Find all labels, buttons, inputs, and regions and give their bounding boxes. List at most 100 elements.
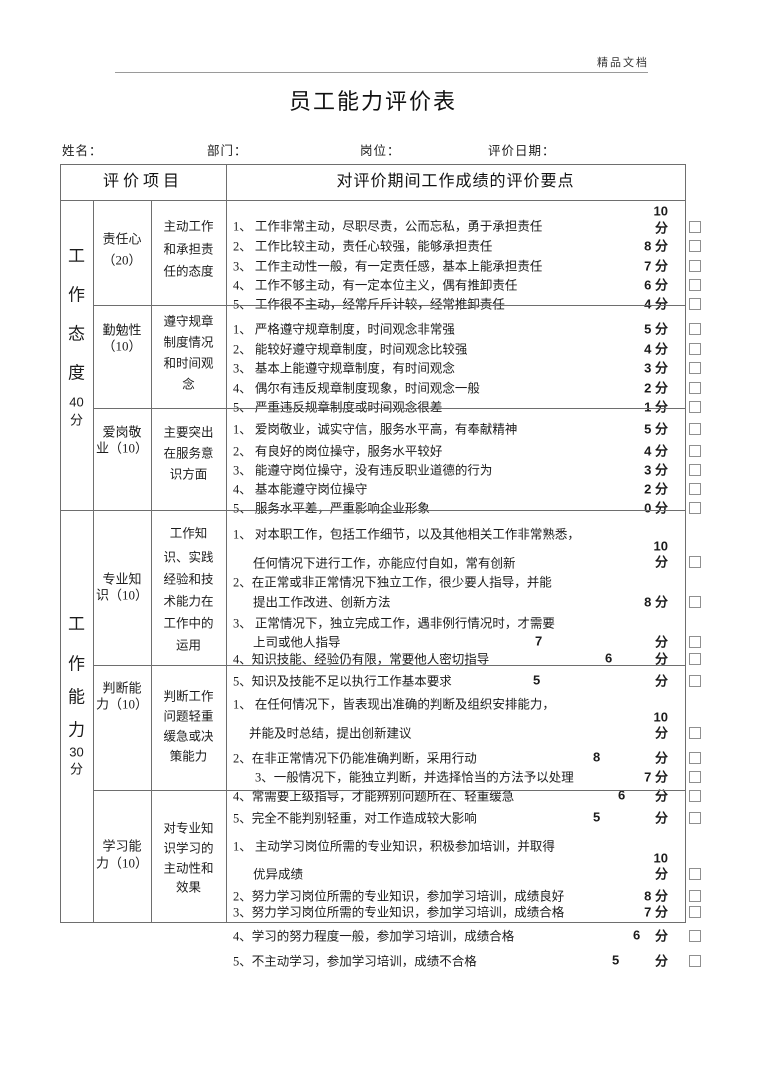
score-checkbox[interactable] <box>689 596 701 608</box>
score-checkbox[interactable] <box>689 955 701 967</box>
score-checkbox[interactable] <box>689 323 701 335</box>
section-description-line: 在服务意 <box>163 446 214 461</box>
score-value: 8 分 <box>644 888 668 904</box>
criteria-text: 并能及时总结，提出创新建议 <box>249 726 412 741</box>
table-border-top <box>60 164 686 165</box>
section-description-line: 遵守规章 <box>163 314 214 329</box>
score-checkbox[interactable] <box>689 556 701 568</box>
criteria-text: 1、 在任何情况下，皆表现出准确的判断及组织安排能力， <box>233 697 555 712</box>
score-unit: 分 <box>654 220 668 236</box>
section-description-line: 任的态度 <box>163 264 214 279</box>
score-value: 8 分 <box>644 594 668 610</box>
section-item-label: 学习能 <box>102 838 142 854</box>
criteria-text: 4、 偶尔有违反规章制度现象，时间观念一般 <box>233 381 480 396</box>
table-border-col-desc <box>226 164 227 922</box>
date-field-label: 评价日期： <box>488 144 556 158</box>
table-border-row-divider <box>93 665 686 666</box>
table-border-group-divider <box>60 510 686 511</box>
table-border-row-divider <box>93 408 686 409</box>
criteria-text: 上司或他人指导 <box>253 635 341 650</box>
score-checkbox[interactable] <box>689 362 701 374</box>
score-checkbox[interactable] <box>689 653 701 665</box>
score-checkbox[interactable] <box>689 445 701 457</box>
section-description-line: 问题轻重 <box>163 709 214 724</box>
score-checkbox[interactable] <box>689 343 701 355</box>
score-unit: 分 <box>654 810 668 826</box>
criteria-text: 3、一般情况下，能独立判断，并选择恰当的方法予以处理 <box>255 770 574 785</box>
section-description-line: 识、实践 <box>163 550 214 565</box>
score-unit: 分 <box>654 953 668 969</box>
group-score-value: 40 <box>69 394 84 410</box>
criteria-text: 2、 工作比较主动，责任心较强，能够承担责任 <box>233 239 493 254</box>
score-value: 1 分 <box>644 399 668 415</box>
score-checkbox[interactable] <box>689 636 701 648</box>
score-checkbox[interactable] <box>689 890 701 902</box>
score-value: 8 分 <box>644 238 668 254</box>
score-checkbox[interactable] <box>689 382 701 394</box>
score-checkbox[interactable] <box>689 868 701 880</box>
score-unit: 分 <box>654 866 668 882</box>
section-description-line: 主要突出 <box>163 425 214 440</box>
table-border-right <box>685 164 686 923</box>
section-description-line: 判断工作 <box>163 689 214 704</box>
group-label-char: 能 <box>68 687 85 707</box>
score-checkbox[interactable] <box>689 771 701 783</box>
score-value: 4 分 <box>644 296 668 312</box>
score-checkbox[interactable] <box>689 260 701 272</box>
score-checkbox[interactable] <box>689 240 701 252</box>
score-value: 7 分 <box>644 258 668 274</box>
criteria-text: 优异成绩 <box>253 867 304 882</box>
section-item-label: 勤勉性 <box>102 322 142 338</box>
score-checkbox[interactable] <box>689 812 701 824</box>
score-checkbox[interactable] <box>689 752 701 764</box>
score-value: 6 <box>618 787 626 803</box>
criteria-text: 提出工作改进、创新方法 <box>253 595 391 610</box>
table-border-left <box>60 164 61 922</box>
criteria-text: 1、 对本职工作，包括工作细节，以及其他相关工作非常熟悉， <box>233 527 580 542</box>
table-border-header-bottom <box>60 200 686 201</box>
score-checkbox[interactable] <box>689 298 701 310</box>
score-unit: 分 <box>654 750 668 766</box>
table-border-col-group <box>93 200 94 922</box>
section-item-label: 爱岗敬 <box>102 424 142 440</box>
score-checkbox[interactable] <box>689 423 701 435</box>
group-score-unit: 分 <box>69 761 83 777</box>
section-description-line: 和时间观 <box>163 356 214 371</box>
score-checkbox[interactable] <box>689 279 701 291</box>
criteria-text: 3、 基本上能遵守规章制度，有时间观念 <box>233 361 455 376</box>
criteria-text: 4、知识技能、经验仍有限，常要他人密切指导 <box>233 652 490 667</box>
section-description-line: 识方面 <box>169 467 208 482</box>
score-value: 7 分 <box>644 904 668 920</box>
score-checkbox[interactable] <box>689 221 701 233</box>
score-value: 5 分 <box>644 421 668 437</box>
header-cell-project: 评价项目 <box>102 173 183 190</box>
score-checkbox[interactable] <box>689 675 701 687</box>
section-description-line: 术能力在 <box>163 594 214 609</box>
score-checkbox[interactable] <box>689 790 701 802</box>
score-unit: 分 <box>654 725 668 741</box>
criteria-text: 4、常需要上级指导，才能辨别问题所在、轻重缓急 <box>233 789 515 804</box>
score-checkbox[interactable] <box>689 464 701 476</box>
criteria-text: 2、在非正常情况下仍能准确判断，采用行动 <box>233 751 477 766</box>
score-checkbox[interactable] <box>689 727 701 739</box>
group-label-char: 度 <box>68 363 85 383</box>
score-checkbox[interactable] <box>689 502 701 514</box>
score-value: 3 分 <box>644 360 668 376</box>
criteria-text: 3、 能遵守岗位操守，没有违反职业道德的行为 <box>233 463 493 478</box>
score-value: 0 分 <box>644 500 668 516</box>
group-label-char: 工 <box>68 246 85 266</box>
section-description-line: 效果 <box>175 880 201 895</box>
criteria-text: 2、努力学习岗位所需的专业知识，参加学习培训，成绩良好 <box>233 889 565 904</box>
section-description-line: 识学习的 <box>163 841 214 856</box>
score-checkbox[interactable] <box>689 930 701 942</box>
group-label-char: 力 <box>68 720 85 740</box>
group-label-char: 作 <box>68 285 85 305</box>
criteria-text: 任何情况下进行工作，亦能应付自如，常有创新 <box>253 556 516 571</box>
score-checkbox[interactable] <box>689 401 701 413</box>
score-checkbox[interactable] <box>689 483 701 495</box>
criteria-text: 5、不主动学习，参加学习培训，成绩不合格 <box>233 954 477 969</box>
group-score-unit: 分 <box>69 412 83 428</box>
score-checkbox[interactable] <box>689 906 701 918</box>
position-field-label: 岗位： <box>360 144 401 158</box>
score-value: 5 <box>593 809 601 825</box>
